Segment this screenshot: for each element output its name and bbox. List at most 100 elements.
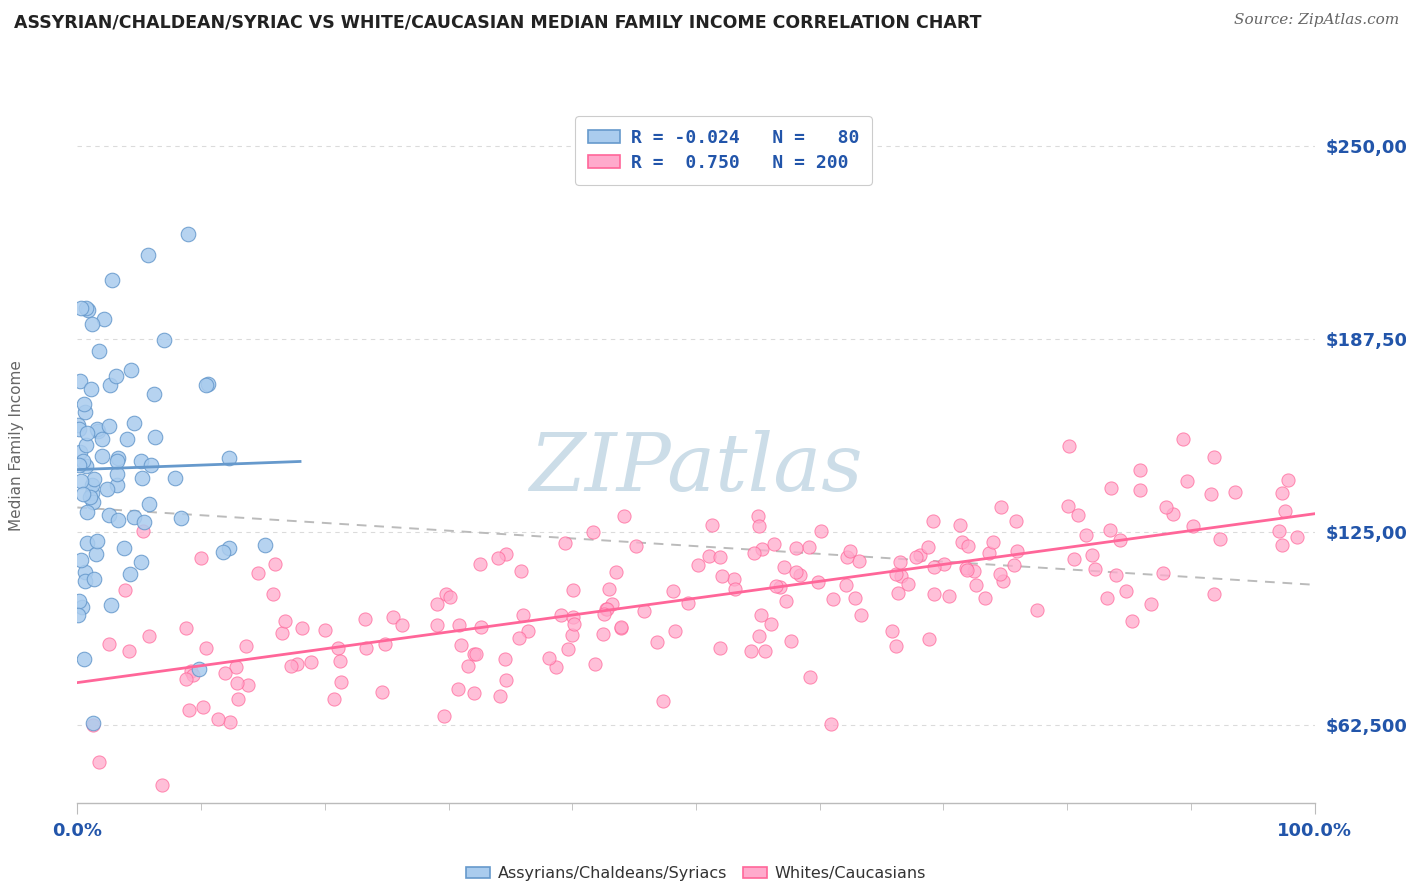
Point <box>271 625 294 640</box>
Point <box>450 638 472 652</box>
Point <box>177 704 200 718</box>
Point <box>765 579 787 593</box>
Point <box>70 474 93 488</box>
Point <box>711 569 734 583</box>
Point <box>849 607 872 622</box>
Point <box>1057 499 1080 513</box>
Point <box>723 582 745 596</box>
Point <box>797 541 820 555</box>
Point <box>122 416 145 430</box>
Point <box>510 564 533 578</box>
Point <box>592 626 614 640</box>
Point <box>763 537 786 551</box>
Point <box>139 458 162 473</box>
Point <box>83 572 105 586</box>
Point <box>73 397 96 411</box>
Point <box>1084 562 1107 576</box>
Point <box>98 377 121 392</box>
Point <box>374 638 396 652</box>
Point <box>848 554 870 568</box>
Point <box>86 425 108 439</box>
Point <box>1152 566 1174 581</box>
Point <box>132 516 155 530</box>
Point <box>751 541 773 556</box>
Point <box>433 709 456 723</box>
Point <box>219 715 242 730</box>
Point <box>780 634 803 648</box>
Point <box>709 549 731 564</box>
Point <box>73 652 96 666</box>
Point <box>598 582 620 596</box>
Point <box>124 510 146 524</box>
Point <box>837 549 859 564</box>
Point <box>747 629 769 643</box>
Point <box>1271 538 1294 552</box>
Point <box>86 534 108 549</box>
Point <box>1004 514 1026 528</box>
Point <box>688 558 710 573</box>
Point <box>191 700 214 714</box>
Point <box>918 632 941 646</box>
Point <box>79 490 101 504</box>
Point <box>80 318 103 332</box>
Point <box>112 541 135 555</box>
Point <box>700 518 723 533</box>
Point <box>67 458 90 472</box>
Point <box>107 513 129 527</box>
Point <box>740 644 762 658</box>
Point <box>75 301 97 315</box>
Point <box>197 377 219 392</box>
Point <box>80 382 103 396</box>
Point <box>664 624 686 638</box>
Point <box>264 557 287 571</box>
Point <box>562 582 585 597</box>
Point <box>662 584 685 599</box>
Point <box>136 248 159 262</box>
Point <box>955 561 977 575</box>
Point <box>187 662 209 676</box>
Point <box>917 541 939 555</box>
Point <box>993 574 1015 589</box>
Point <box>262 587 284 601</box>
Point <box>1099 481 1122 495</box>
Point <box>645 635 668 649</box>
Point <box>512 607 534 622</box>
Point <box>1121 614 1143 628</box>
Point <box>1025 603 1047 617</box>
Point <box>83 473 105 487</box>
Point <box>67 594 90 608</box>
Text: Source: ZipAtlas.com: Source: ZipAtlas.com <box>1233 13 1399 28</box>
Point <box>1173 432 1195 446</box>
Point <box>610 621 633 635</box>
Point <box>120 363 142 377</box>
Point <box>72 454 94 468</box>
Point <box>723 572 745 586</box>
Point <box>742 546 765 560</box>
Point <box>457 659 479 673</box>
Point <box>90 449 112 463</box>
Point <box>67 418 90 433</box>
Point <box>76 505 98 519</box>
Point <box>1285 530 1308 544</box>
Point <box>785 541 807 555</box>
Point <box>82 715 104 730</box>
Point <box>1115 584 1137 599</box>
Point <box>538 651 561 665</box>
Point <box>463 647 485 661</box>
Point <box>981 535 1004 549</box>
Point <box>495 673 517 687</box>
Point <box>904 549 927 564</box>
Point <box>486 550 509 565</box>
Point <box>86 422 108 436</box>
Point <box>835 577 858 591</box>
Point <box>87 344 110 359</box>
Point <box>353 612 375 626</box>
Point <box>1223 484 1246 499</box>
Point <box>1268 524 1291 538</box>
Point <box>600 598 623 612</box>
Point <box>582 524 605 539</box>
Point <box>329 654 352 668</box>
Point <box>75 458 97 473</box>
Point <box>226 676 249 690</box>
Point <box>212 545 235 559</box>
